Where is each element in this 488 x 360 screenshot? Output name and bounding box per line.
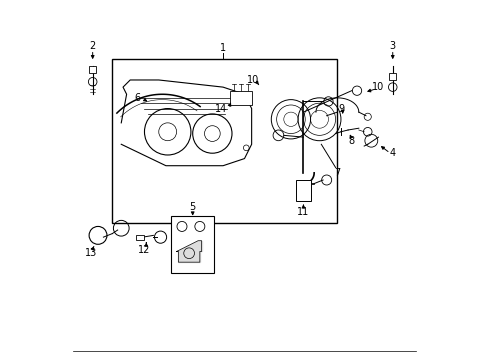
Text: 6: 6 (134, 93, 140, 103)
Bar (135, 235, 144, 240)
Text: 9: 9 (337, 104, 344, 113)
Text: 8: 8 (348, 136, 354, 146)
Bar (171, 216, 214, 273)
Text: 14: 14 (215, 104, 227, 113)
Text: 12: 12 (138, 245, 150, 255)
Bar (296, 180, 310, 202)
Bar (230, 91, 251, 105)
Text: 10: 10 (371, 82, 384, 92)
Text: 3: 3 (389, 41, 395, 51)
Text: 11: 11 (297, 207, 309, 217)
Polygon shape (176, 241, 201, 262)
Text: 13: 13 (84, 248, 97, 258)
Bar (89, 66, 96, 73)
Bar (112, 59, 337, 223)
Text: 5: 5 (189, 202, 195, 212)
Text: 4: 4 (389, 148, 395, 158)
Text: 2: 2 (89, 41, 96, 51)
Bar (388, 73, 395, 80)
Text: 1: 1 (220, 43, 225, 53)
Text: 10: 10 (247, 75, 259, 85)
Text: 7: 7 (334, 168, 340, 178)
